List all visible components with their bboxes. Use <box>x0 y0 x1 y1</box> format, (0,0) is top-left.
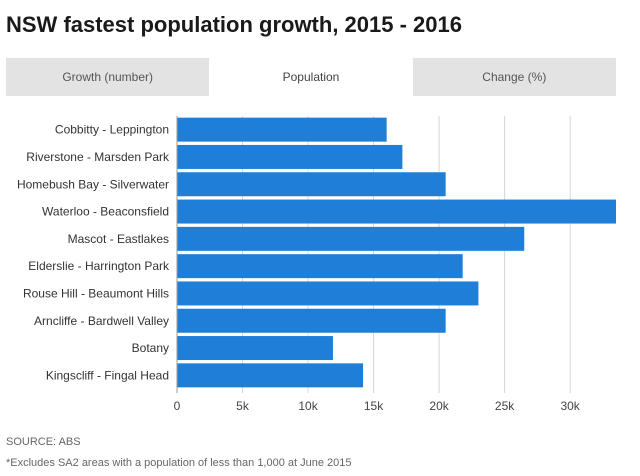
bar <box>177 281 479 306</box>
x-tick-label: 15k <box>364 399 384 413</box>
x-tick-label: 25k <box>495 399 515 413</box>
chart-title: NSW fastest population growth, 2015 - 20… <box>6 12 462 37</box>
tab-bar: Growth (number) Population Change (%) <box>6 58 616 96</box>
x-tick-label: 5k <box>236 399 250 413</box>
source-note: SOURCE: ABS <box>6 436 81 448</box>
category-label: Mascot - Eastlakes <box>68 232 169 246</box>
category-label: Elderslie - Harrington Park <box>28 259 170 273</box>
bar-chart: 0 5k 10k 15k 20k 25k 30k Cobbitty - Leppington R… <box>17 116 616 413</box>
x-tick-label: 30k <box>560 399 580 413</box>
bar <box>177 308 446 333</box>
category-label: Kingscliff - Fingal Head <box>46 368 169 382</box>
tab-population[interactable]: Population <box>209 58 413 96</box>
bar <box>177 117 387 142</box>
category-label: Cobbitty - Leppington <box>55 123 169 137</box>
category-label: Botany <box>132 341 169 355</box>
category-label: Homebush Bay - Silverwater <box>17 177 169 191</box>
category-label: Rouse Hill - Beaumont Hills <box>23 286 169 300</box>
footnote: *Excludes SA2 areas with a population of… <box>6 457 352 469</box>
category-label: Riverstone - Marsden Park <box>26 150 170 164</box>
x-tick-label: 10k <box>298 399 318 413</box>
category-label: Arncliffe - Bardwell Valley <box>34 314 169 328</box>
bar <box>177 226 525 251</box>
bar <box>177 336 333 361</box>
bar <box>177 172 446 197</box>
tab-growth-number[interactable]: Growth (number) <box>62 70 154 84</box>
tab-change-percent[interactable]: Change (%) <box>482 70 547 84</box>
category-label: Waterloo - Beaconsfield <box>42 205 169 219</box>
bar <box>177 199 616 224</box>
bar <box>177 363 364 388</box>
x-tick-label: 0 <box>174 399 181 413</box>
x-tick-label: 20k <box>429 399 449 413</box>
bar <box>177 144 403 169</box>
bar <box>177 254 463 279</box>
